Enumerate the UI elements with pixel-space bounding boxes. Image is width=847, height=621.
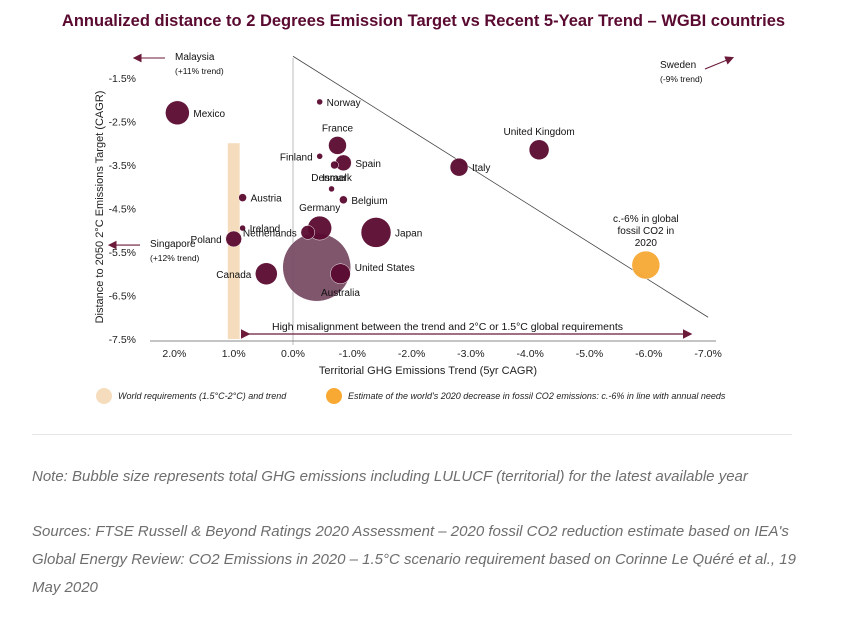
y-tick-label: -1.5% xyxy=(109,73,136,85)
bubble-australia xyxy=(330,263,351,284)
bubble-austria xyxy=(238,193,247,202)
offscale-note: (-9% trend) xyxy=(660,74,703,84)
legend-label: World requirements (1.5°C-2°C) and trend xyxy=(118,391,287,401)
x-tick-label: -1.0% xyxy=(339,348,366,360)
x-axis-label: Territorial GHG Emissions Trend (5yr CAG… xyxy=(319,365,537,377)
bubble-belgium xyxy=(339,195,348,205)
offscale-name: Sweden xyxy=(660,60,696,71)
x-tick-label: -6.0% xyxy=(635,348,662,360)
x-tick-label: -4.0% xyxy=(516,348,543,360)
bubble-label: Denmark xyxy=(311,173,353,184)
offscale-note: (+12% trend) xyxy=(150,253,200,263)
legend-swatch-band xyxy=(96,388,112,404)
bubble-label: Finland xyxy=(280,152,313,163)
bubble-canada xyxy=(255,262,278,285)
bubble-poland xyxy=(225,230,242,248)
legend-item-2020-estimate: Estimate of the world's 2020 decrease in… xyxy=(326,388,725,404)
bubble-france xyxy=(328,136,347,155)
y-tick-label: -5.5% xyxy=(109,247,136,259)
x-tick-label: -5.0% xyxy=(576,348,603,360)
bubble-ireland xyxy=(239,224,246,232)
y-axis-label: Distance to 2050 2°C Emissions Target (C… xyxy=(94,91,106,324)
sources-note: Sources: FTSE Russell & Beyond Ratings 2… xyxy=(32,523,796,596)
bubble-label: United States xyxy=(355,263,415,274)
bubble-label: Norway xyxy=(327,98,361,109)
bubble-israel xyxy=(330,160,339,170)
bubble-label: Australia xyxy=(321,288,360,299)
bubble-label: Poland xyxy=(191,235,222,246)
bubble-label: Spain xyxy=(355,159,381,170)
chart-title: Annualized distance to 2 Degrees Emissio… xyxy=(61,12,786,30)
y-tick-label: -2.5% xyxy=(109,117,136,129)
bubble-label-line: 2020 xyxy=(635,238,658,249)
bubble-label: Ireland xyxy=(250,224,281,235)
bubble-label: Mexico xyxy=(193,109,225,120)
misalignment-label: High misalignment between the trend and … xyxy=(272,321,623,333)
x-tick-label: -2.0% xyxy=(398,348,425,360)
bubble-chart: -1.5% -2.5% -3.5% -4.5% -5.5% -6.5% -7.5% 2.0% 1… xyxy=(94,52,735,377)
x-tick-label: 1.0% xyxy=(222,348,246,360)
bubble-label: United Kingdom xyxy=(504,127,575,138)
bubble-label-line: fossil CO2 in xyxy=(617,226,674,237)
bubble-netherlands xyxy=(300,225,316,240)
bubble-label: Belgium xyxy=(351,196,387,207)
legend-item-world-requirements: World requirements (1.5°C-2°C) and trend xyxy=(96,388,286,404)
bubble-italy xyxy=(449,157,469,177)
offscale-name: Malaysia xyxy=(175,52,215,63)
bubble-label: Japan xyxy=(395,228,422,239)
bubble-label: Israel xyxy=(322,173,346,184)
bubble-label: Austria xyxy=(251,194,283,205)
y-tick-label: -4.5% xyxy=(109,204,136,216)
offscale-note: (+11% trend) xyxy=(175,66,224,76)
legend-label: Estimate of the world's 2020 decrease in… xyxy=(348,391,726,401)
bubble-size-note: Note: Bubble size represents total GHG e… xyxy=(32,468,748,485)
bubble-mexico xyxy=(165,100,190,126)
divider xyxy=(32,434,792,435)
bubble-label: Netherlands xyxy=(243,228,297,239)
bubble-norway xyxy=(316,98,323,106)
x-tick-label: -7.0% xyxy=(694,348,721,360)
y-tick-label: -7.5% xyxy=(109,334,136,346)
bubble-label-line: c.-6% in global xyxy=(613,214,679,225)
bubble-label: Canada xyxy=(216,270,251,281)
bubble-c-6-in-global-fossil-co2-in-2020 xyxy=(631,250,661,280)
bubble-label: France xyxy=(322,123,354,134)
bubble-finland xyxy=(316,153,323,160)
x-tick-label: -3.0% xyxy=(457,348,484,360)
x-tick-label: 2.0% xyxy=(162,348,186,360)
legend-swatch-estimate xyxy=(326,388,342,404)
bubble-denmark xyxy=(328,185,335,193)
bubble-japan xyxy=(360,217,392,248)
bubble-label: Italy xyxy=(472,163,490,174)
bubble-label: Germany xyxy=(299,203,340,214)
offscale-name: Singapore xyxy=(150,239,196,250)
y-tick-label: -6.5% xyxy=(109,291,136,303)
y-tick-label: -3.5% xyxy=(109,160,136,172)
bubble-label: c.-6% in global fossil CO2 in 2020 xyxy=(613,214,679,249)
x-tick-label: 0.0% xyxy=(281,348,305,360)
offscale-arrow xyxy=(704,56,735,70)
bubble-united-kingdom xyxy=(528,139,550,161)
